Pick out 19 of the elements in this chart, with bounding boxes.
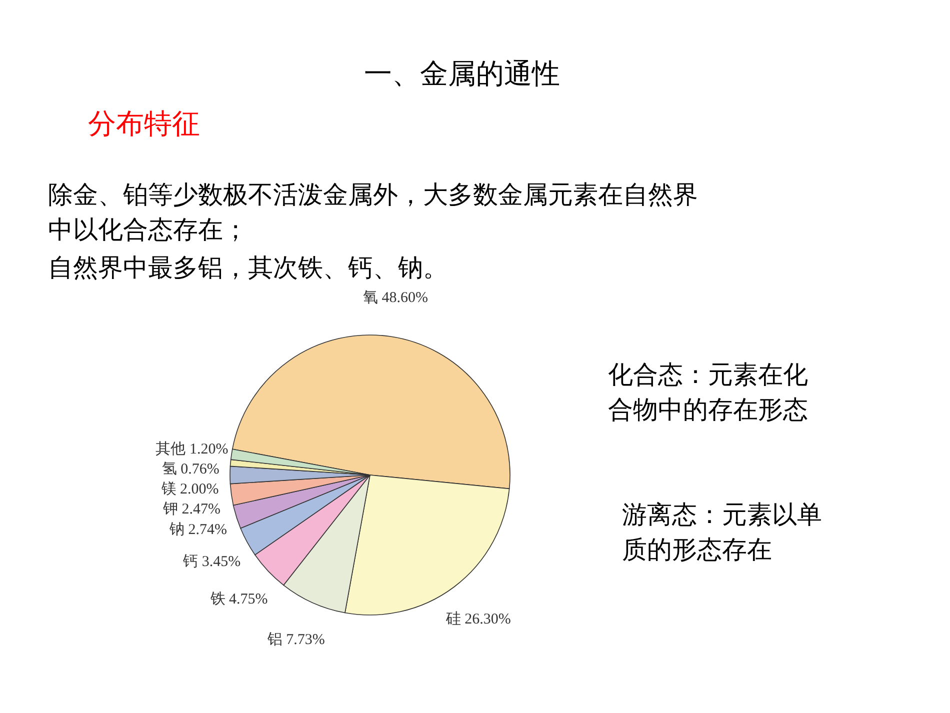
text: 质的形态存在	[622, 535, 772, 564]
text: 自然界中最多铝，其次铁、钙、钠。	[48, 253, 448, 282]
slice-label: 钙 3.45%	[182, 554, 241, 570]
slice-label: 镁 2.00%	[160, 480, 219, 498]
slice-label: 氢 0.76%	[162, 461, 220, 478]
text: 游离态：元素以单	[622, 500, 822, 529]
slice-label: 氧 48.60%	[362, 290, 428, 306]
slice-label: 铝 7.73%	[266, 632, 325, 648]
slice-label: 钾 2.47%	[162, 501, 221, 518]
slice-label: 铁 4.75%	[209, 590, 268, 608]
text: 中以化合态存在；	[48, 215, 248, 244]
chart-title: 一、金属的通性	[364, 57, 560, 90]
chart-subtitle: 分布特征	[88, 107, 200, 140]
slice-label: 其他 1.20%	[156, 440, 228, 458]
slice-label: 硅 26.30%	[444, 610, 511, 628]
slice-label: 钠 2.74%	[168, 522, 228, 538]
text: 合物中的存在形态	[608, 395, 808, 424]
text: 除金、铂等少数极不活泼金属外，大多数金属元素在自然界	[48, 180, 698, 209]
text: 化合态：元素在化	[608, 360, 808, 389]
